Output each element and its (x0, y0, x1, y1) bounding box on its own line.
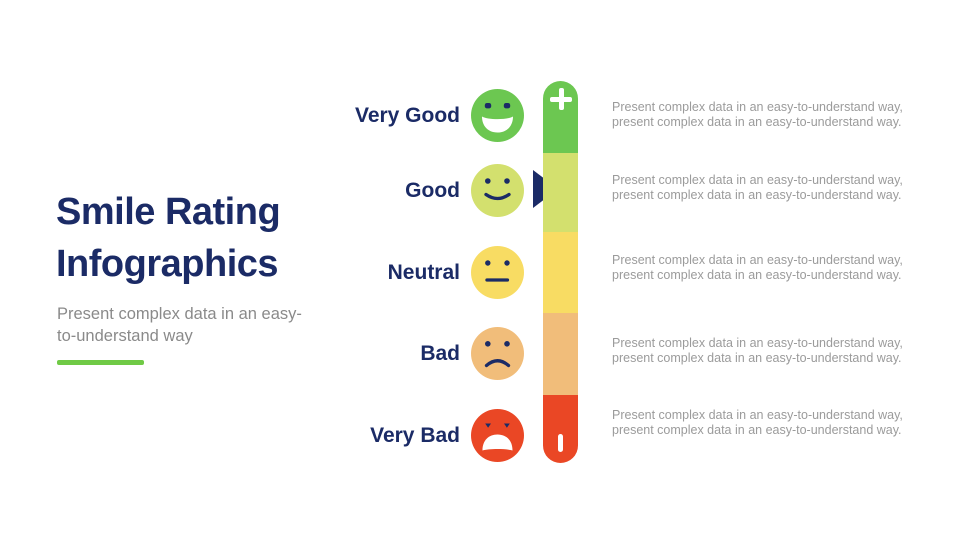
page-title-line2: Infographics (56, 243, 279, 285)
grin-face-icon (471, 89, 524, 142)
scale-segment-neutral (543, 232, 578, 313)
page-title-line1: Smile Rating (56, 191, 281, 233)
scale-segment-good (543, 153, 578, 232)
rating-description-bad: Present complex data in an easy-to-under… (612, 336, 903, 366)
page-subtitle: Present complex data in an easy-to-under… (57, 305, 302, 345)
rating-label-very-good: Very Good (354, 104, 460, 127)
page-title: Smile Rating Infographics (56, 186, 281, 290)
accent-underline (57, 360, 144, 365)
neutral-face-icon (471, 246, 524, 299)
smile-face-icon (471, 164, 524, 217)
rating-scale-bar (543, 81, 578, 463)
plus-icon (550, 88, 572, 110)
rating-label-good: Good (405, 179, 460, 202)
rating-label-neutral: Neutral (387, 261, 460, 284)
rating-label-bad: Bad (420, 342, 460, 365)
rating-description-neutral: Present complex data in an easy-to-under… (612, 253, 903, 283)
minus-icon (558, 434, 563, 452)
rating-label-very-bad: Very Bad (370, 424, 460, 447)
rating-description-very-good: Present complex data in an easy-to-under… (612, 100, 903, 130)
frown-face-icon (471, 327, 524, 380)
rating-description-very-bad: Present complex data in an easy-to-under… (612, 408, 903, 438)
scale-segment-very-bad (543, 395, 578, 463)
rating-description-good: Present complex data in an easy-to-under… (612, 173, 903, 203)
open-frown-face-icon (471, 409, 524, 462)
scale-segment-bad (543, 313, 578, 395)
